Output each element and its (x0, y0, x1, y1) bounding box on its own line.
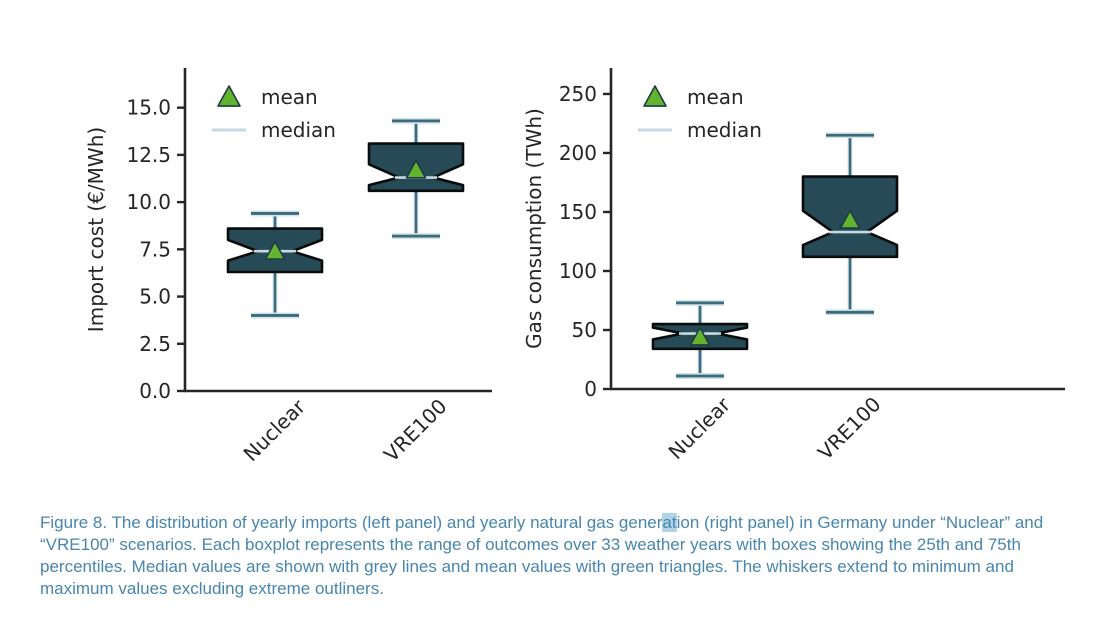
y-tick-label: 15.0 (126, 96, 171, 120)
legend-mean-icon (217, 85, 241, 107)
y-tick-label: 7.5 (139, 237, 171, 261)
mean-marker (264, 240, 286, 260)
y-tick-label: 0.0 (139, 379, 171, 403)
x-tick-label: VRE100 (379, 394, 451, 466)
y-tick-label: 12.5 (126, 143, 171, 167)
y-tick-label: 0 (584, 377, 597, 401)
y-axis-label: Gas consumption (TWh) (522, 108, 546, 349)
legend-median-label: median (261, 118, 336, 142)
caption-highlighted-text: at (662, 513, 677, 532)
y-tick-label: 50 (572, 318, 597, 342)
y-tick-label: 200 (559, 141, 597, 165)
y-tick-label: 2.5 (139, 332, 171, 356)
caption-text-before: Figure 8. The distribution of yearly imp… (40, 513, 663, 532)
caption-text-after: ion (right panel) in Germany under “Nucl… (40, 513, 1044, 598)
mean-marker (405, 159, 427, 179)
legend-mean-icon (643, 85, 667, 107)
x-tick-label: VRE100 (813, 392, 885, 464)
legend-median-label: median (687, 118, 762, 142)
y-tick-label: 250 (559, 82, 597, 106)
y-tick-label: 100 (559, 259, 597, 283)
gas-consumption-chart: 0 50 100 150 200 250 Gas consumption (TWh) Nucl… (522, 68, 1065, 464)
mean-marker (689, 326, 711, 346)
y-axis-label: Import cost (€/MWh) (84, 127, 108, 332)
mean-marker (839, 209, 861, 229)
x-tick-label: Nuclear (239, 394, 311, 466)
legend-mean-label: mean (687, 85, 744, 109)
y-tick-label: 5.0 (139, 285, 171, 309)
figure-caption: Figure 8. The distribution of yearly imp… (40, 512, 1048, 600)
boxplot-figure: 0.0 2.5 5.0 7.5 10.0 12.5 15.0 Import cost (€/M… (84, 68, 1065, 466)
y-tick-label: 150 (559, 200, 597, 224)
y-tick-label: 10.0 (126, 190, 171, 214)
legend-mean-label: mean (261, 85, 318, 109)
x-tick-label: Nuclear (664, 392, 736, 464)
import-cost-chart: 0.0 2.5 5.0 7.5 10.0 12.5 15.0 Import cost (€/M… (84, 68, 492, 466)
